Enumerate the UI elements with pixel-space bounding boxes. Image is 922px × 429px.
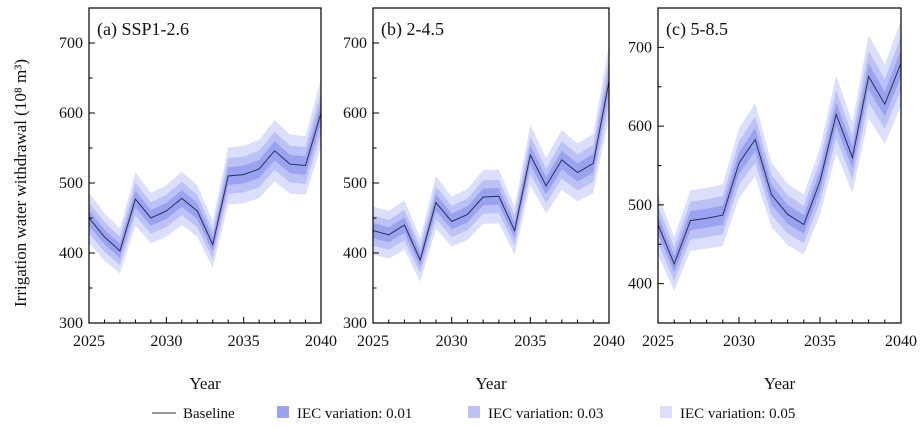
legend-patch-swatch [468, 406, 480, 418]
x-tick-label: 2030 [436, 333, 468, 350]
plot-area [89, 79, 321, 274]
panel-2: 300 400 500 600 700 2025 2030 2035 2040 Year (b) 2… [343, 7, 625, 393]
baseline-line [373, 81, 609, 262]
y-tick-label: 500 [59, 175, 83, 192]
panel-title: (c) 5-8.5 [666, 19, 728, 40]
y-tick-label: 400 [628, 276, 652, 293]
x-tick-label: 2035 [804, 333, 836, 350]
x-axis-title: Year [475, 374, 507, 393]
x-tick-label: 2040 [593, 333, 625, 350]
band-iec-variation-0-03 [89, 92, 321, 265]
band-iec-variation-0-01 [373, 70, 609, 267]
plot-area [658, 20, 901, 291]
legend-item: Baseline [152, 406, 235, 422]
x-tick-label: 2025 [73, 333, 105, 350]
panels: 300 400 500 600 700 2025 2030 2035 2040 Year (a) S… [59, 7, 917, 393]
legend-label: Baseline [183, 406, 235, 422]
y-tick-label: 600 [628, 118, 652, 135]
plot-area [373, 45, 609, 282]
y-tick-label: 700 [628, 39, 652, 56]
y-tick-label: 700 [59, 35, 83, 52]
x-axis-title: Year [764, 374, 796, 393]
y-tick-label: 600 [343, 105, 367, 122]
legend-item: IEC variation: 0.05 [660, 406, 795, 422]
x-axis-title: Year [189, 374, 221, 393]
x-tick-label: 2030 [723, 333, 755, 350]
x-tick-label: 2030 [150, 333, 182, 350]
y-tick-label: 300 [59, 315, 83, 332]
x-tick-label: 2035 [514, 333, 546, 350]
y-tick-label: 500 [343, 175, 367, 192]
legend-label: IEC variation: 0.05 [680, 406, 795, 422]
baseline-line [89, 112, 321, 252]
legend-label: IEC variation: 0.01 [297, 406, 412, 422]
y-tick-label: 600 [59, 105, 83, 122]
plot-frame [88, 7, 322, 324]
y-axis-title: Irrigation water withdrawal (10⁸ m³) [11, 59, 30, 307]
y-tick-label: 400 [59, 245, 83, 262]
band-iec-variation-0-01 [89, 102, 321, 258]
band-iec-variation-0-01 [658, 49, 901, 273]
x-tick-label: 2035 [228, 333, 260, 350]
legend-patch-swatch [277, 406, 289, 418]
legend: Baseline IEC variation: 0.01 IEC variation… [152, 406, 795, 422]
legend-item: IEC variation: 0.01 [277, 406, 412, 422]
plot-frame [372, 7, 610, 324]
baseline-line [658, 62, 901, 266]
y-tick-label: 400 [343, 245, 367, 262]
plot-frame [657, 7, 902, 324]
panel-title: (a) SSP1-2.6 [97, 19, 189, 40]
x-tick-label: 2040 [885, 333, 917, 350]
legend-label: IEC variation: 0.03 [488, 406, 603, 422]
panel-1: 300 400 500 600 700 2025 2030 2035 2040 Year (a) S… [59, 7, 337, 393]
legend-item: IEC variation: 0.03 [468, 406, 603, 422]
x-tick-label: 2025 [357, 333, 389, 350]
y-tick-label: 500 [628, 197, 652, 214]
panel-3: 400 500 600 700 2025 2030 2035 2040 Year (c) 5-8.… [628, 7, 917, 393]
panel-title: (b) 2-4.5 [381, 19, 444, 40]
y-tick-label: 700 [343, 35, 367, 52]
x-tick-label: 2025 [642, 333, 674, 350]
x-tick-label: 2040 [305, 333, 337, 350]
y-tick-label: 300 [343, 315, 367, 332]
legend-patch-swatch [660, 406, 672, 418]
band-iec-variation-0-05 [658, 20, 901, 291]
